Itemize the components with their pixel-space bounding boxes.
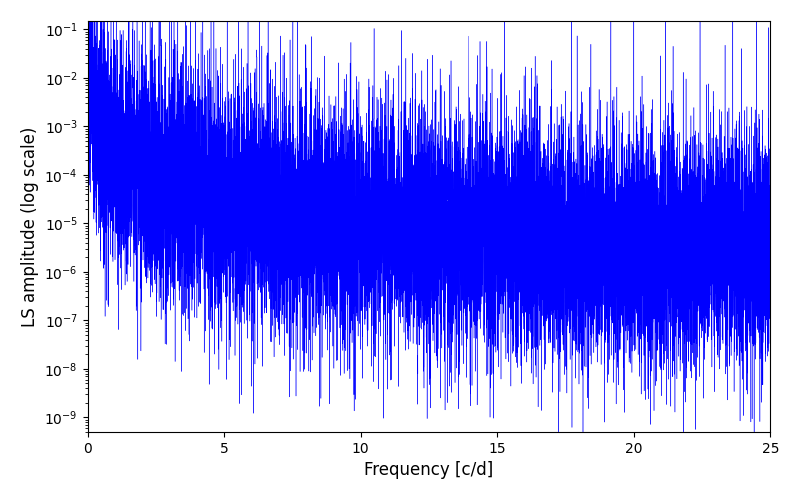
X-axis label: Frequency [c/d]: Frequency [c/d] xyxy=(364,461,494,479)
Y-axis label: LS amplitude (log scale): LS amplitude (log scale) xyxy=(21,126,39,326)
